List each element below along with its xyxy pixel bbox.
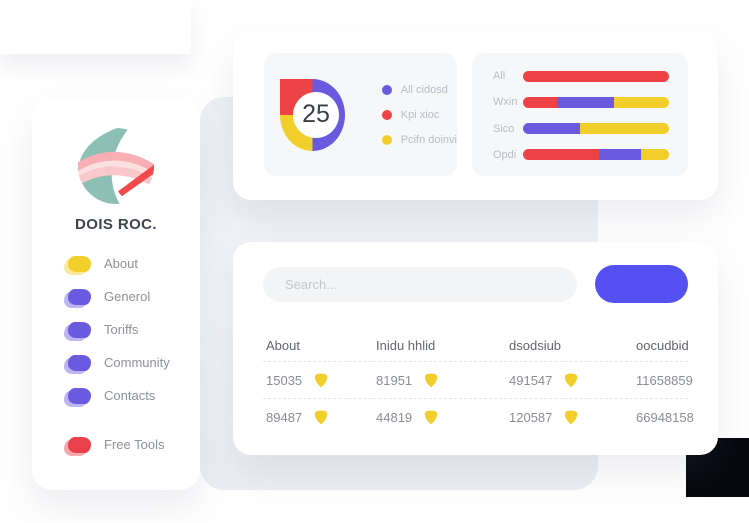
- table-row[interactable]: 89487 44819 120587: [263, 398, 694, 435]
- search-input[interactable]: [263, 266, 577, 302]
- data-table: About Inidu hhlid dsodsiub oocudbid 1503…: [263, 329, 694, 435]
- data-table-card: About Inidu hhlid dsodsiub oocudbid 1503…: [233, 242, 718, 455]
- sidebar-item-generol[interactable]: Generol: [32, 280, 200, 313]
- decor-white-rect-top-left: [0, 0, 191, 54]
- stats-card: 25 All cidosd Kpi xioc Pcifn doinvi: [233, 31, 718, 200]
- column-header: oocudbid: [636, 337, 689, 353]
- shield-badge-icon: [314, 410, 328, 425]
- menu-blob-icon: [64, 288, 91, 308]
- logo: [32, 127, 200, 205]
- sidebar-item-label: Toriffs: [104, 322, 139, 337]
- brand-name: DOIS ROC.: [75, 216, 157, 233]
- bar-row-wxin: Wxin: [493, 96, 669, 108]
- menu-blob-icon: [64, 354, 91, 374]
- sidebar-item-label: Generol: [104, 289, 151, 304]
- cell-value: 491547: [509, 372, 553, 388]
- stacked-bar: [523, 149, 669, 161]
- sidebar-item-label: About: [104, 256, 138, 271]
- legend-dot: [381, 84, 392, 95]
- menu-blob-icon: [64, 255, 91, 275]
- sidebar-item-label: Community: [104, 355, 170, 370]
- cell-value: 89487: [266, 409, 303, 425]
- sidebar-item-free-tools[interactable]: Free Tools: [32, 428, 200, 461]
- bar-row-opdi: Opdi: [493, 149, 669, 161]
- shield-badge-icon: [424, 373, 438, 388]
- legend-item: All cidosd: [381, 84, 457, 96]
- menu-blob-icon: [64, 321, 91, 341]
- sidebar: DOIS ROC. About Generol: [32, 98, 200, 490]
- sidebar-item-community[interactable]: Community: [32, 346, 200, 379]
- table-header-row: About Inidu hhlid dsodsiub oocudbid: [263, 329, 689, 361]
- legend-dot: [381, 109, 392, 120]
- stacked-bars-panel: All Wxin Sico: [472, 53, 688, 176]
- cell-value: 15035: [266, 372, 303, 388]
- donut-hole: 25: [293, 91, 339, 138]
- stacked-bar: [523, 123, 669, 135]
- shield-badge-icon: [564, 410, 578, 425]
- menu-blob-icon: [64, 387, 91, 407]
- sidebar-item-toriffs[interactable]: Toriffs: [32, 313, 200, 346]
- cell-value: 44819: [376, 409, 413, 425]
- donut-panel: 25 All cidosd Kpi xioc Pcifn doinvi: [264, 53, 457, 176]
- donut-legend: All cidosd Kpi xioc Pcifn doinvi: [381, 84, 457, 146]
- cell-value: 66948158: [636, 409, 694, 425]
- shield-badge-icon: [564, 373, 578, 388]
- decor-white-rect-bottom-right: [640, 497, 749, 523]
- column-header: dsodsiub: [509, 337, 562, 353]
- table-row[interactable]: 15035 81951 491547: [263, 361, 693, 398]
- legend-dot: [381, 134, 392, 145]
- bar-row-all: All: [493, 70, 669, 82]
- sidebar-item-contacts[interactable]: Contacts: [32, 379, 200, 412]
- shield-badge-icon: [314, 373, 328, 388]
- brand-logo-icon: [77, 127, 155, 205]
- column-header: Inidu hhlid: [376, 337, 436, 353]
- cell-value: 11658859: [636, 372, 693, 388]
- stacked-bar: [523, 96, 669, 108]
- column-header: About: [266, 337, 300, 353]
- bar-row-sico: Sico: [493, 123, 669, 135]
- donut-chart: 25: [280, 78, 345, 151]
- sidebar-menu: About Generol Toriffs: [32, 247, 200, 461]
- sidebar-item-about[interactable]: About: [32, 247, 200, 280]
- menu-blob-icon: [64, 436, 91, 456]
- sidebar-item-label: Contacts: [104, 388, 156, 403]
- stacked-bar: [523, 70, 669, 82]
- sidebar-item-label: Free Tools: [104, 437, 165, 452]
- cell-value: 81951: [376, 372, 413, 388]
- primary-action-button[interactable]: [595, 265, 688, 303]
- cell-value: 120587: [509, 409, 553, 425]
- shield-badge-icon: [424, 410, 438, 425]
- donut-value: 25: [302, 100, 330, 128]
- legend-item: Pcifn doinvi: [381, 134, 457, 146]
- legend-item: Kpi xioc: [381, 109, 457, 121]
